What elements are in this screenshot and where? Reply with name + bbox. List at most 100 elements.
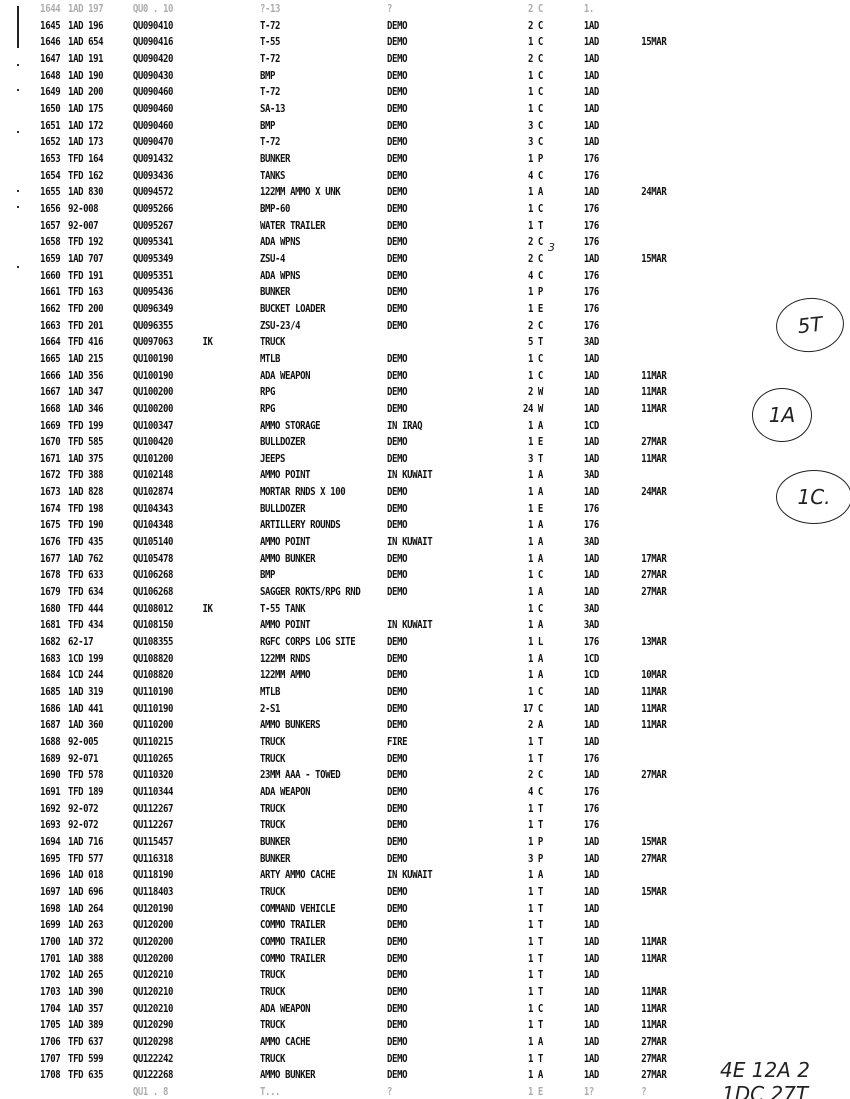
action-status: DEMO — [387, 151, 408, 165]
category-code: P — [537, 151, 543, 165]
action-status: DEMO — [387, 201, 408, 215]
date: 15MAR — [641, 835, 667, 848]
table-row: 1674 TFD 198 QU104343 BULLDOZER DEMO 1 E 176 — [0, 501, 599, 518]
grid-reference: QU112267 — [132, 801, 174, 815]
table-row: 1665 1AD 215 QU100190 MTLB DEMO 1 C 1AD — [0, 351, 599, 368]
grid-reference: QU095436 — [132, 285, 174, 299]
category-code: L — [537, 635, 543, 649]
quantity: 1 — [527, 435, 533, 449]
action-status: DEMO — [387, 351, 408, 365]
unit-id: 92-008 — [68, 201, 99, 215]
quantity: 1 — [527, 618, 533, 632]
record-number: 1673 — [40, 485, 61, 499]
table-row: 1697 1AD 696 QU118403 TRUCK DEMO 1 T 1AD 15MAR — [0, 884, 667, 901]
table-row: 1687 1AD 360 QU110200 AMMO BUNKERS DEMO 2 A 1AD… — [0, 718, 667, 734]
quantity: 1 — [527, 468, 533, 482]
category-code: C — [537, 35, 543, 49]
action-status: DEMO — [387, 801, 408, 815]
unit-id: 1AD 190 — [68, 68, 104, 82]
unit: 1AD — [583, 251, 599, 265]
unit: 176 — [583, 285, 599, 299]
unit: 1AD — [583, 718, 599, 732]
category-code: C — [537, 2, 543, 15]
table-row: 1680 TFD 444 QU108012 IK T-55 TANK 1 C 3AD — [0, 601, 599, 618]
record-number: 1648 — [40, 68, 61, 82]
target-description: ADA WEAPON — [259, 785, 311, 799]
table-row: 1644 1AD 197 QU0 . 10 ?-13? 2 C 1. — [0, 2, 594, 18]
record-number: 1665 — [40, 351, 61, 365]
category-code: C — [537, 701, 543, 715]
table-row: 1649 1AD 200 QU090460 T-72 DEMO 1 C 1AD — [0, 85, 599, 101]
table-row: 1694 1AD 716 QU115457 BUNKER DEMO 1 P 1AD 15MAR — [0, 835, 667, 851]
quantity: 1 — [527, 751, 533, 765]
quantity: 1 — [527, 501, 533, 515]
category-code: T — [537, 751, 543, 765]
quantity: 3 — [527, 135, 533, 149]
unit-id: 1AD 172 — [68, 118, 104, 132]
unit-id: 92-007 — [68, 218, 99, 232]
grid-reference: QU1 . 8 — [132, 1084, 169, 1098]
handwritten-circle: 5T — [773, 294, 847, 356]
quantity: 1 — [527, 368, 533, 382]
target-description: ADA WEAPON — [259, 1001, 311, 1015]
category-code: T — [537, 1051, 543, 1065]
target-description: BMP — [259, 118, 276, 132]
grid-reference: QU108150 — [132, 618, 174, 632]
action-status: DEMO — [387, 168, 408, 182]
unit-id: 1AD 173 — [68, 135, 104, 149]
unit: 1AD — [583, 451, 599, 465]
unit-id: TFD 444 — [68, 601, 104, 615]
action-status: DEMO — [387, 951, 408, 965]
unit-id: 1AD 197 — [68, 2, 104, 15]
target-description: AMMO BUNKERS — [259, 718, 321, 732]
action-status: DEMO — [387, 685, 408, 699]
quantity: 4 — [527, 168, 533, 182]
grid-reference: QU110344 — [132, 785, 174, 799]
grid-reference: QU102874 — [132, 485, 174, 499]
unit: 3AD — [583, 468, 599, 482]
grid-reference: QU118403 — [132, 884, 174, 898]
grid-reference: QU091432 — [132, 151, 174, 165]
record-number: 1676 — [40, 535, 61, 549]
unit-id: TFD 198 — [68, 501, 104, 515]
table-row: 1671 1AD 375 QU101200 JEEPS DEMO 3 T 1AD 11MAR — [0, 452, 667, 468]
category-code: C — [537, 85, 543, 99]
grid-reference: QU100347 — [132, 418, 174, 432]
table-row: 1654 TFD 162 QU093436 TANKS DEMO 4 C 176 — [0, 168, 599, 185]
unit: 176 — [583, 318, 599, 332]
unit: 3AD — [583, 601, 599, 615]
category-code: T — [537, 801, 543, 815]
unit-id: TFD 577 — [68, 851, 104, 865]
target-description: RGFC CORPS LOG SITE — [259, 635, 356, 649]
record-number: 1652 — [40, 135, 61, 149]
handwritten-note: 3 — [548, 241, 555, 254]
date: 27MAR — [641, 768, 667, 782]
table-row: 1663 TFD 201 QU096355 ZSU-23/4 DEMO 2 C 176 — [0, 319, 599, 335]
quantity: 1 — [527, 351, 533, 365]
unit-id: 1AD 654 — [68, 35, 104, 49]
category-code: C — [537, 1001, 543, 1015]
target-description: COMMAND VEHICLE — [259, 901, 336, 915]
action-status: DEMO — [387, 668, 408, 682]
unit: 1AD — [583, 984, 599, 998]
grid-reference: QU100190 — [132, 368, 174, 382]
unit: 1AD — [583, 1051, 599, 1065]
unit: 1AD — [583, 735, 599, 749]
unit-id: 1AD 347 — [68, 385, 104, 399]
record-number: 1669 — [40, 418, 61, 432]
category-code: T — [537, 335, 543, 349]
record-number: 1683 — [40, 651, 61, 665]
table-row: 1668 1AD 346 QU100200 RPG DEMO 24 W 1AD 11MAR — [0, 402, 667, 418]
unit-id: 1AD 018 — [68, 868, 104, 882]
table-row: 1700 1AD 372 QU120200 COMMO TRAILER DEMO 1 T 1A… — [0, 934, 667, 951]
category-code: C — [537, 368, 543, 382]
action-status: DEMO — [387, 934, 408, 948]
unit-id: 1AD 707 — [68, 251, 104, 265]
record-number: 1685 — [40, 685, 61, 699]
unit-id: TFD 585 — [68, 435, 104, 449]
action-status: DEMO — [387, 35, 408, 49]
target-description: TRUCK — [259, 818, 286, 832]
category-code: A — [537, 1068, 543, 1082]
unit: 176 — [583, 201, 599, 215]
unit: 3AD — [583, 535, 599, 549]
